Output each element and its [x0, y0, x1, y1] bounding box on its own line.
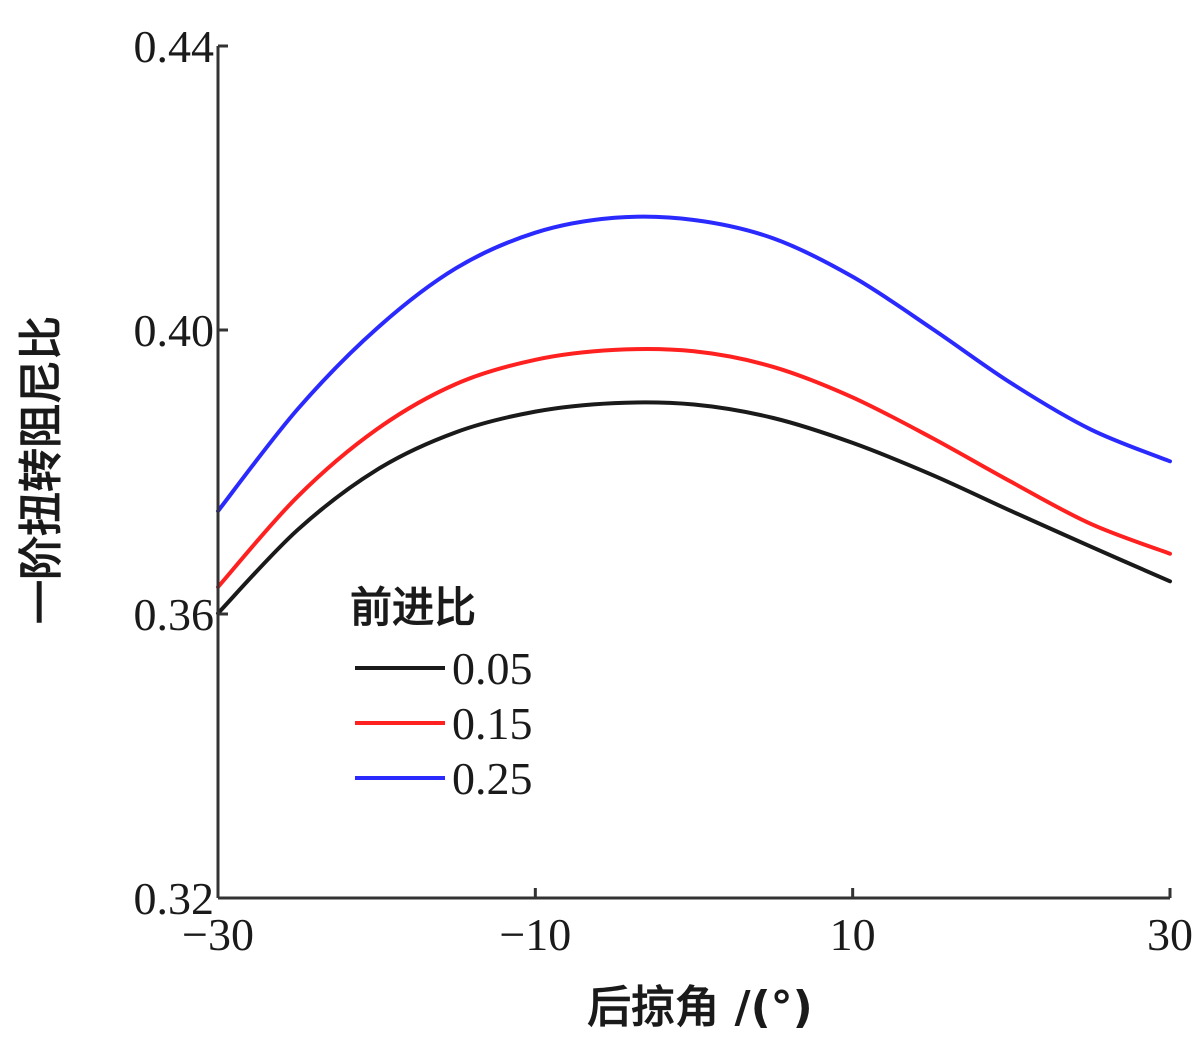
x-tick-label: −30 [182, 909, 254, 960]
y-tick-label: 0.36 [134, 589, 215, 640]
legend-label-0.15: 0.15 [452, 698, 533, 749]
y-tick-label: 0.32 [134, 873, 215, 924]
series-line-0.05 [216, 400, 1172, 616]
series-line-0.15 [216, 346, 1172, 589]
x-tick-label: 10 [830, 909, 876, 960]
legend-label-0.05: 0.05 [452, 643, 533, 694]
series-line-0.25 [216, 214, 1172, 514]
y-tick-label: 0.40 [134, 305, 215, 356]
y-axis-title: 一阶扭转阻尼比 [16, 316, 67, 624]
x-axis-title: 后掠角 /(°) [587, 982, 813, 1033]
legend: 前进比 0.050.150.25 [350, 583, 533, 804]
x-tick-label: −10 [499, 909, 571, 960]
x-tick-label: 30 [1147, 909, 1193, 960]
series-layer [216, 214, 1172, 616]
legend-title: 前进比 [350, 583, 476, 632]
axes-layer [216, 46, 1170, 900]
ticks-layer: 0.32 0.36 0.40 0.44 −30 −10 10 30 [134, 21, 1194, 960]
legend-label-0.25: 0.25 [452, 753, 533, 804]
y-tick-label: 0.44 [134, 21, 215, 72]
